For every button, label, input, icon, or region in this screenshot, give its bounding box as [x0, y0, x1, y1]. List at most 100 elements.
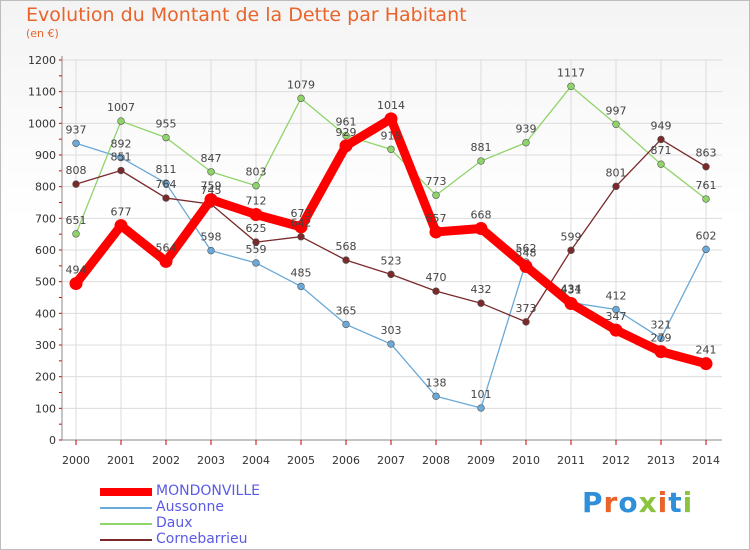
data-point-mondonville	[654, 345, 668, 359]
legend-item-mondonville[interactable]: MONDONVILLE	[100, 483, 400, 500]
x-tick-label: 2001	[107, 454, 135, 467]
data-point-cornebarrieu	[342, 256, 350, 264]
data-label: 949	[651, 119, 672, 132]
data-point-mondonville	[564, 297, 578, 311]
chart-subtitle: (en €)	[26, 27, 59, 40]
data-label: 773	[426, 175, 447, 188]
y-tick-label: 100	[35, 402, 56, 415]
data-label: 668	[471, 208, 492, 221]
data-point-mondonville	[159, 254, 173, 268]
x-tick-label: 2004	[242, 454, 270, 467]
data-label: 677	[111, 206, 132, 219]
data-label: 937	[66, 123, 87, 136]
legend-label: Aussonne	[156, 499, 224, 515]
y-tick-labels: 0 100 200 300 400 500 600 700 800 900 1000 1100 1200	[28, 54, 56, 447]
x-tick-label: 2003	[197, 454, 225, 467]
data-label: 801	[606, 166, 627, 179]
data-point-aussonne	[117, 153, 125, 162]
legend-swatch	[100, 488, 152, 496]
data-label: 494	[66, 264, 87, 277]
data-label: 101	[471, 388, 492, 401]
series-lines	[69, 82, 713, 412]
data-point-daux	[117, 117, 125, 125]
x-tick-label: 2012	[602, 454, 630, 467]
data-label: 564	[156, 241, 177, 254]
data-point-cornebarrieu	[387, 270, 395, 279]
legend-item-aussonne[interactable]: Aussonne	[100, 499, 400, 516]
logo-letter: i	[682, 486, 694, 519]
x-tick-label: 2007	[377, 454, 405, 467]
data-point-daux	[657, 160, 665, 168]
data-label: 241	[696, 344, 717, 357]
data-point-daux	[387, 145, 395, 154]
data-label: 657	[426, 212, 447, 225]
y-tick-label: 0	[49, 434, 56, 447]
legend-label: Daux	[156, 515, 193, 531]
data-label: 811	[156, 163, 177, 176]
data-label: 138	[426, 376, 447, 389]
legend-swatch	[100, 539, 152, 541]
data-point-aussonne	[657, 334, 665, 343]
legend-item-cornebarrieu[interactable]: Cornebarrieu	[100, 531, 400, 548]
y-tick-label: 800	[35, 181, 56, 194]
data-label: 412	[606, 290, 627, 303]
data-point-mondonville	[609, 323, 623, 337]
data-point-aussonne	[702, 245, 710, 254]
data-point-aussonne	[207, 246, 215, 255]
data-point-mondonville	[699, 357, 713, 371]
data-label: 1117	[557, 66, 585, 79]
axes	[59, 56, 722, 445]
data-point-mondonville	[519, 259, 533, 273]
data-label: 485	[291, 266, 312, 279]
data-point-cornebarrieu	[657, 135, 665, 144]
data-point-aussonne	[387, 340, 395, 348]
y-tick-label: 900	[35, 149, 56, 162]
x-tick-label: 2006	[332, 454, 360, 467]
legend-item-daux[interactable]: Daux	[100, 515, 400, 532]
data-label: 955	[156, 118, 177, 131]
data-point-cornebarrieu	[432, 287, 440, 295]
x-tick-label: 2002	[152, 454, 180, 467]
data-point-aussonne	[72, 139, 80, 147]
legend-label: Cornebarrieu	[156, 531, 248, 547]
data-label: 847	[201, 152, 222, 165]
data-label: 434	[561, 283, 582, 296]
data-point-daux	[432, 191, 440, 199]
data-label: 881	[471, 141, 492, 154]
data-point-daux	[207, 168, 215, 176]
data-label: 651	[66, 214, 87, 227]
data-label: 602	[696, 229, 717, 242]
logo-letter: P	[582, 486, 604, 519]
data-point-mondonville	[339, 139, 353, 153]
data-label: 599	[561, 230, 582, 243]
legend-swatch	[100, 507, 152, 509]
data-label: 279	[651, 332, 672, 345]
data-label: 562	[516, 242, 537, 255]
legend: MONDONVILLE Aussonne Daux Cornebarrieu	[100, 483, 400, 548]
data-label: 712	[246, 195, 267, 208]
legend-swatch	[100, 523, 152, 525]
proxiti-logo: Proxiti	[582, 486, 693, 519]
y-tick-label: 700	[35, 212, 56, 225]
y-tick-label: 300	[35, 339, 56, 352]
data-label: 745	[201, 184, 222, 197]
data-label: 321	[651, 318, 672, 331]
data-label: 470	[426, 271, 447, 284]
x-tick-label: 2013	[647, 454, 675, 467]
x-tick-label: 2009	[467, 454, 495, 467]
logo-letter: i	[657, 486, 669, 519]
legend-label: MONDONVILLE	[156, 483, 260, 499]
y-tick-label: 1000	[28, 117, 56, 130]
data-point-daux	[162, 133, 170, 142]
data-labels: 494 677 564 759 712 673 929 1014 657 668 548 431 347…	[66, 66, 717, 401]
data-point-cornebarrieu	[522, 318, 530, 326]
data-point-mondonville	[114, 219, 128, 233]
data-point-mondonville	[474, 221, 488, 235]
data-point-cornebarrieu	[162, 194, 170, 202]
data-point-mondonville	[429, 225, 443, 239]
data-point-cornebarrieu	[612, 182, 620, 191]
data-point-cornebarrieu	[702, 163, 710, 171]
logo-letter: t	[668, 486, 683, 519]
data-point-cornebarrieu	[567, 246, 575, 255]
